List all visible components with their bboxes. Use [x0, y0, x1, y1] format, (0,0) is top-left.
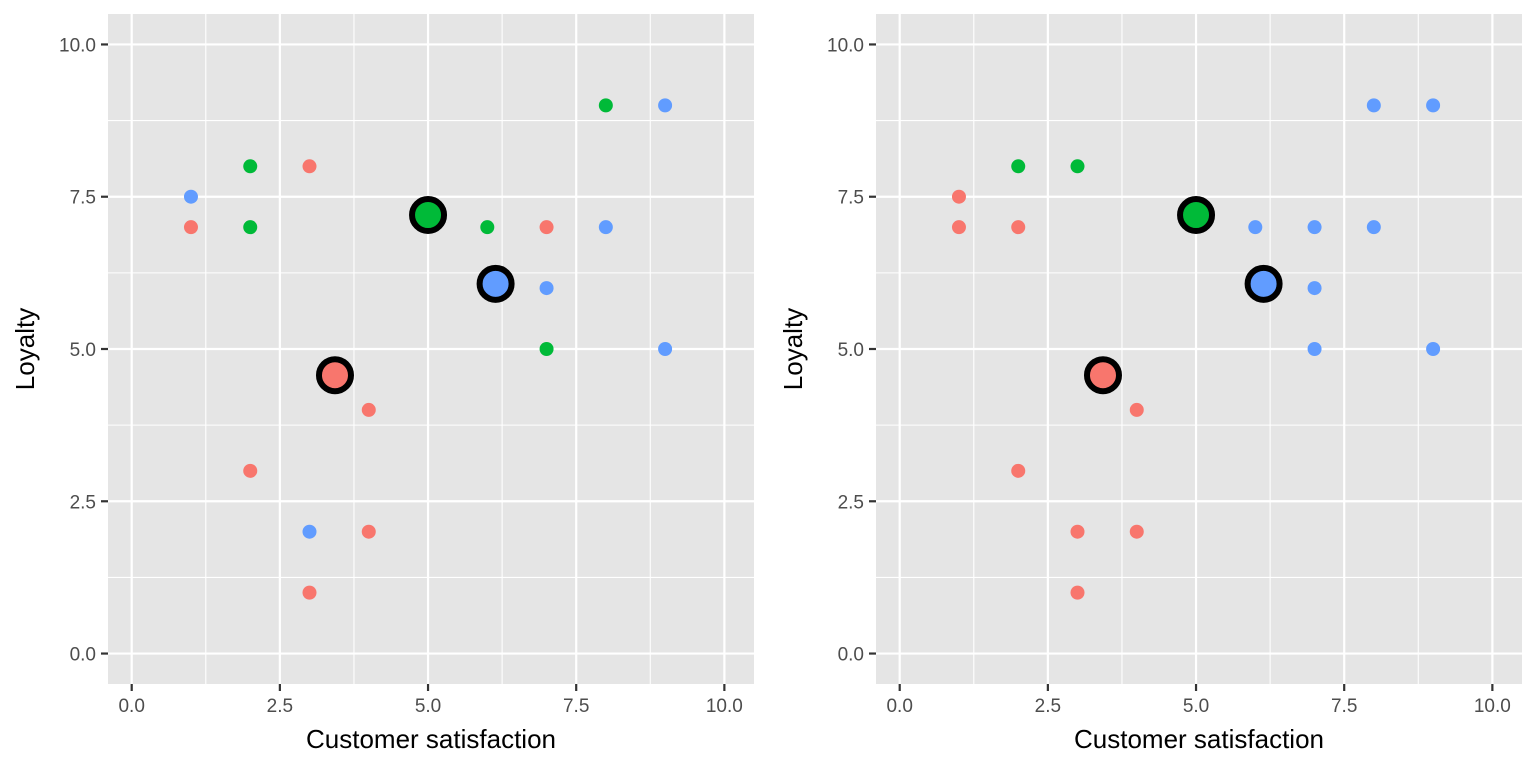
y-tick-label: 5.0 — [70, 340, 96, 361]
centroid-marker-cluster-1 — [315, 356, 354, 395]
x-tick-label: 2.5 — [267, 696, 293, 717]
x-tick-label: 7.5 — [563, 696, 589, 717]
data-point-cluster-3 — [1307, 281, 1322, 296]
x-axis-title: Customer satisfaction — [306, 724, 556, 754]
y-tick-label: 10.0 — [827, 35, 864, 56]
data-point-cluster-2 — [243, 159, 258, 174]
data-point-cluster-2 — [1070, 159, 1085, 174]
data-point-cluster-1 — [1011, 220, 1026, 235]
data-point-cluster-1 — [302, 585, 317, 600]
data-point-cluster-2 — [539, 342, 554, 356]
data-point-cluster-1 — [361, 402, 376, 417]
data-point-cluster-1 — [1129, 402, 1144, 417]
data-point-cluster-1 — [361, 524, 376, 539]
centroid-marker-cluster-3 — [476, 264, 515, 303]
data-point-cluster-3 — [539, 281, 554, 296]
x-tick-label: 10.0 — [1474, 696, 1511, 717]
data-point-cluster-1 — [1129, 524, 1144, 539]
x-tick-label: 5.0 — [1183, 696, 1209, 717]
data-point-cluster-2 — [243, 220, 258, 235]
centroid-marker-cluster-1 — [1083, 356, 1122, 395]
data-point-cluster-2 — [1011, 159, 1026, 174]
y-tick-label: 7.5 — [838, 188, 864, 209]
y-axis-title: Loyalty — [778, 308, 808, 390]
y-tick-label: 5.0 — [838, 340, 864, 361]
y-tick-label: 7.5 — [70, 188, 96, 209]
x-tick-label: 7.5 — [1331, 696, 1357, 717]
data-point-cluster-1 — [1070, 524, 1085, 539]
data-point-cluster-1 — [1011, 463, 1026, 478]
data-point-cluster-3 — [658, 342, 673, 356]
y-axis-title: Loyalty — [10, 308, 40, 390]
data-point-cluster-1 — [539, 220, 554, 235]
x-tick-label: 2.5 — [1035, 696, 1061, 717]
data-point-cluster-3 — [1307, 342, 1322, 356]
y-tick-label: 2.5 — [70, 492, 96, 513]
left-scatter-panel: 0.0 2.5 5.0 7.5 10.0 0.0 2.5 5.0 7.5 10.0 Customer… — [10, 14, 754, 754]
right-scatter-panel: 0.0 2.5 5.0 7.5 10.0 0.0 2.5 5.0 7.5 10.0 Customer… — [778, 14, 1522, 754]
centroid-marker-cluster-2 — [409, 196, 448, 234]
centroid-marker-cluster-3 — [1244, 264, 1283, 303]
data-point-cluster-2 — [480, 220, 495, 235]
y-tick-label: 2.5 — [838, 492, 864, 513]
data-point-cluster-1 — [951, 220, 966, 235]
x-axis-title: Customer satisfaction — [1074, 724, 1324, 754]
data-point-cluster-1 — [951, 189, 966, 204]
x-tick-label: 10.0 — [706, 696, 743, 717]
centroid-marker-cluster-2 — [1177, 196, 1216, 234]
x-tick-label: 0.0 — [118, 696, 144, 717]
x-tick-label: 5.0 — [415, 696, 441, 717]
data-point-cluster-1 — [243, 463, 258, 478]
data-point-cluster-3 — [598, 220, 613, 235]
data-point-cluster-3 — [1426, 98, 1441, 113]
y-tick-label: 10.0 — [59, 35, 96, 56]
data-point-cluster-3 — [1307, 220, 1322, 235]
data-point-cluster-1 — [302, 159, 317, 174]
data-point-cluster-3 — [1366, 98, 1381, 113]
data-point-cluster-1 — [1070, 585, 1085, 600]
y-tick-label: 0.0 — [70, 645, 96, 666]
data-point-cluster-3 — [183, 189, 198, 204]
data-point-cluster-3 — [302, 524, 317, 539]
data-point-cluster-2 — [598, 98, 613, 113]
y-tick-label: 0.0 — [838, 645, 864, 666]
data-point-cluster-3 — [658, 98, 673, 113]
data-point-cluster-3 — [1248, 220, 1263, 235]
x-tick-label: 0.0 — [886, 696, 912, 717]
data-point-cluster-3 — [1366, 220, 1381, 235]
data-point-cluster-1 — [183, 220, 198, 235]
data-point-cluster-3 — [1426, 342, 1441, 356]
